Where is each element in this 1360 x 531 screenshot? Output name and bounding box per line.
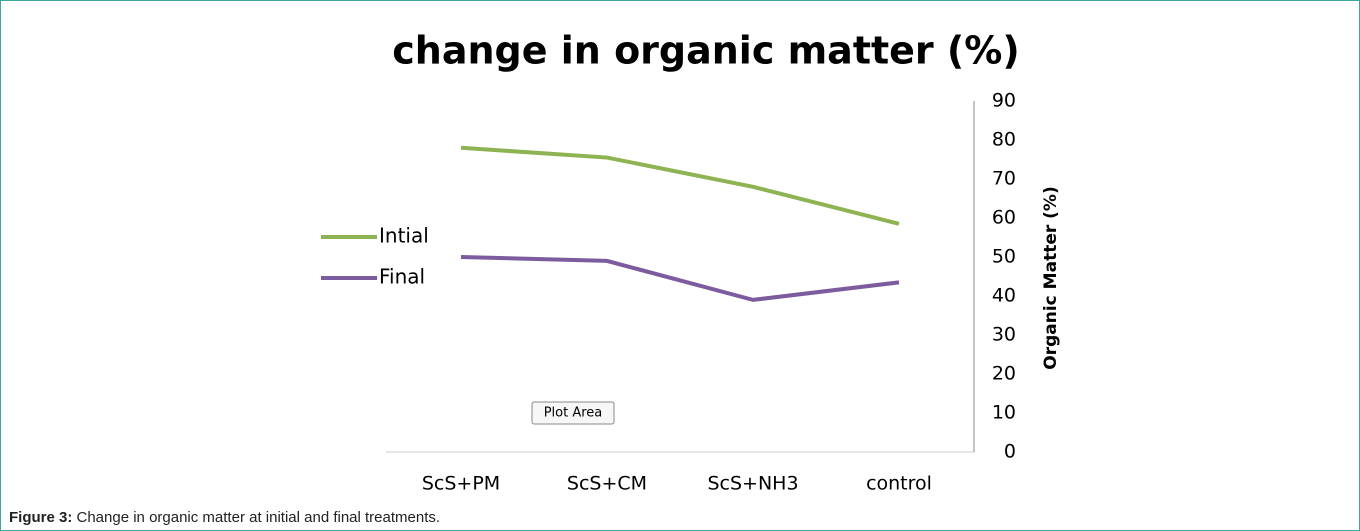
tooltip-text: Plot Area [544, 406, 603, 421]
y-tick-label: 70 [992, 168, 1016, 190]
legend-label: Intial [379, 224, 429, 248]
y-axis-label: Organic Matter (%) [1041, 186, 1061, 369]
tooltip-box [531, 401, 615, 425]
y-tick-label: 60 [992, 207, 1016, 229]
y-tick-label: 80 [992, 129, 1016, 151]
chart: change in organic matter (%) Organic Mat… [321, 29, 1061, 495]
y-tick-label: 20 [992, 363, 1016, 385]
y-tick-label: 10 [992, 402, 1016, 424]
data-line [460, 255, 900, 302]
caption: Figure 3: Change in organic matter at in… [9, 509, 440, 526]
legend-label: Final [379, 265, 425, 289]
y-tick-label: 0 [1004, 441, 1016, 463]
tooltip: Plot Area [531, 401, 615, 425]
y-tick-label: 50 [992, 246, 1016, 268]
x-tick-label: ScS+CM [567, 473, 647, 495]
x-tick-label: ScS+NH3 [707, 473, 798, 495]
x-tick-label: control [866, 473, 932, 495]
x-tick-label: ScS+PM [422, 473, 500, 495]
caption-label: Figure 3: [9, 509, 73, 526]
y-tick-label: 30 [992, 324, 1016, 346]
chart-title: change in organic matter (%) [392, 29, 1019, 73]
data-line [460, 145, 900, 226]
y-tick-label: 90 [992, 90, 1016, 112]
y-tick-label: 40 [992, 285, 1016, 307]
caption-text: Change in organic matter at initial and … [72, 509, 441, 526]
